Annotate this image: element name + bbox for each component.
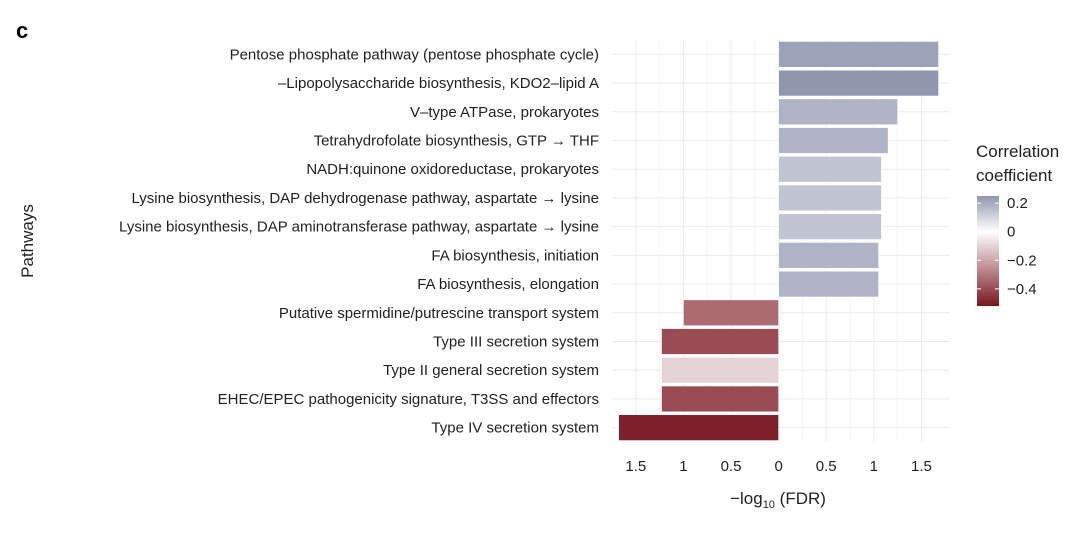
bar-5 — [778, 184, 882, 212]
bar-8 — [778, 270, 879, 298]
category-label-0: Pentose phosphate pathway (pentose phosp… — [230, 46, 599, 63]
bar-3 — [778, 127, 889, 154]
bar-12 — [661, 385, 779, 413]
category-label-13: Type IV secretion system — [431, 420, 599, 437]
x-tick-label-2: 0.5 — [721, 458, 742, 475]
bars — [618, 41, 939, 441]
legend-title-line-2: coefficient — [976, 166, 1053, 185]
bar-7 — [778, 242, 879, 269]
x-axis-title-subscript: 10 — [763, 499, 775, 511]
category-label-12: EHEC/EPEC pathogenicity signature, T3SS … — [218, 391, 599, 408]
category-label-6: Lysine biosynthesis, DAP aminotransferas… — [119, 219, 599, 236]
x-tick-label-4: 0.5 — [816, 458, 837, 475]
bar-11 — [661, 356, 779, 384]
x-tick-label-6: 1.5 — [911, 458, 932, 475]
category-label-4: NADH:quinone oxidoreductase, prokaryotes — [306, 161, 599, 178]
x-axis-title-main: −log — [730, 489, 763, 508]
bar-9 — [683, 299, 779, 327]
legend-tick-label-3: −0.4 — [1007, 281, 1037, 298]
category-label-11: Type II general secretion system — [383, 362, 599, 379]
category-label-3: Tetrahydrofolate biosynthesis, GTP → THF — [314, 133, 599, 150]
x-tick-label-3: 0 — [774, 458, 782, 475]
bar-0 — [778, 41, 939, 68]
y-axis-title: Pathways — [18, 204, 37, 278]
legend-tick-label-1: 0 — [1007, 224, 1015, 241]
category-label-5: Lysine biosynthesis, DAP dehydrogenase p… — [132, 190, 600, 207]
legend-tick-label-0: 0.2 — [1007, 195, 1028, 212]
category-labels: Pentose phosphate pathway (pentose phosp… — [119, 46, 599, 436]
bar-13 — [618, 414, 779, 441]
x-tick-label-1: 1 — [679, 458, 687, 475]
legend-colorbar — [977, 196, 999, 306]
bar-4 — [778, 155, 882, 183]
category-label-8: FA biosynthesis, elongation — [417, 276, 599, 293]
panel-label: c — [16, 18, 28, 43]
category-label-10: Type III secretion system — [433, 334, 599, 351]
category-label-9: Putative spermidine/putrescine transport… — [279, 305, 599, 322]
category-label-1: –Lipopolysaccharide biosynthesis, KDO2–l… — [278, 75, 599, 92]
x-tick-label-0: 1.5 — [625, 458, 646, 475]
x-tick-label-5: 1 — [870, 458, 878, 475]
category-label-7: FA biosynthesis, initiation — [431, 247, 599, 264]
bar-10 — [661, 328, 779, 355]
bar-1 — [778, 69, 939, 97]
category-label-2: V–type ATPase, prokaryotes — [410, 104, 599, 121]
x-tick-labels: 1.5 1 0.5 0 0.5 1 1.5 — [625, 458, 931, 475]
bar-2 — [778, 98, 898, 126]
legend-tick-label-2: −0.2 — [1007, 252, 1037, 269]
legend-title-line-1: Correlation — [976, 142, 1059, 161]
bar-6 — [778, 213, 882, 240]
x-axis-title: −log10 (FDR) — [730, 489, 826, 511]
x-axis-title-suffix: (FDR) — [775, 489, 826, 508]
legend: Correlation coefficient 0.2 0 −0.2 −0.4 — [976, 142, 1059, 306]
legend-ticks: 0.2 0 −0.2 −0.4 — [977, 195, 1037, 298]
